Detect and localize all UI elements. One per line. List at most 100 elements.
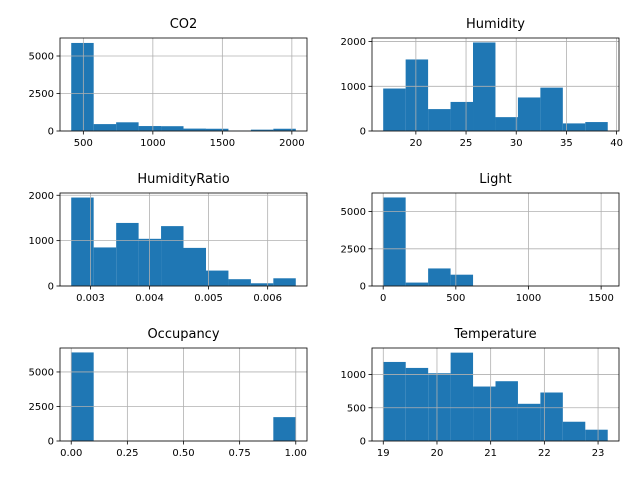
axes-frame — [59, 347, 308, 442]
bar — [383, 361, 406, 441]
axes-frame — [371, 347, 620, 442]
bar — [517, 403, 541, 441]
bar — [428, 373, 451, 441]
bar — [161, 226, 184, 286]
y-tick-label: 0 — [48, 437, 54, 448]
bar — [540, 87, 563, 131]
axes-frame — [371, 192, 620, 287]
bar — [71, 352, 94, 441]
subplot-title: Temperature — [453, 327, 536, 342]
axes-frame — [59, 192, 308, 287]
bar — [495, 117, 518, 131]
x-tick-label: 35 — [560, 138, 573, 149]
x-tick-label: 20 — [409, 138, 422, 149]
x-tick-label: 25 — [460, 138, 473, 149]
x-tick-label: 0.75 — [229, 448, 251, 459]
y-tick-label: 0 — [360, 437, 366, 448]
bar — [495, 381, 518, 441]
bar — [250, 129, 274, 131]
y-tick-label: 1000 — [341, 370, 366, 381]
x-tick-label: 0.25 — [116, 448, 138, 459]
y-tick-label: 0 — [48, 127, 54, 138]
bar — [405, 59, 429, 131]
y-tick-label: 2500 — [341, 244, 366, 255]
x-tick-label: 0.006 — [253, 293, 282, 304]
bar — [405, 282, 429, 286]
y-tick-label: 5000 — [29, 367, 54, 378]
bar — [273, 128, 296, 131]
y-tick-label: 500 — [347, 403, 366, 414]
y-tick-label: 0 — [48, 282, 54, 293]
bar — [383, 88, 406, 131]
x-tick-label: 0.005 — [194, 293, 223, 304]
subplot-title: CO2 — [170, 17, 198, 32]
bar — [517, 97, 541, 131]
bar — [405, 367, 429, 441]
y-tick-label: 2000 — [29, 191, 54, 202]
x-tick-label: 21 — [484, 448, 497, 459]
bar — [585, 429, 608, 441]
bar — [450, 101, 474, 131]
bar — [428, 109, 451, 131]
x-tick-label: 500 — [446, 293, 465, 304]
bar — [540, 392, 563, 441]
subplot-title: HumidityRatio — [137, 172, 229, 187]
bar — [473, 386, 496, 441]
bar — [93, 247, 117, 286]
bar — [250, 283, 274, 286]
x-tick-label: 30 — [510, 138, 523, 149]
bar — [138, 126, 162, 131]
x-tick-label: 22 — [538, 448, 551, 459]
y-tick-label: 5000 — [341, 207, 366, 218]
x-tick-label: 1.00 — [285, 448, 307, 459]
bar — [562, 421, 586, 441]
x-tick-label: 1500 — [588, 293, 613, 304]
bar — [450, 352, 474, 441]
x-tick-label: 0.50 — [172, 448, 194, 459]
bar — [273, 417, 296, 441]
bar — [116, 122, 139, 131]
x-tick-label: 0.003 — [76, 293, 105, 304]
x-tick-label: 1000 — [516, 293, 541, 304]
x-tick-label: 1000 — [140, 138, 165, 149]
y-tick-label: 1000 — [341, 82, 366, 93]
bar — [71, 197, 94, 286]
bar — [93, 124, 117, 131]
bar — [161, 126, 184, 131]
x-tick-label: 23 — [592, 448, 605, 459]
y-tick-label: 2000 — [341, 37, 366, 48]
x-tick-label: 500 — [74, 138, 93, 149]
bar — [428, 268, 451, 286]
bar — [71, 42, 94, 132]
y-tick-label: 2500 — [29, 89, 54, 100]
y-tick-label: 5000 — [29, 52, 54, 63]
subplot-title: Light — [479, 172, 511, 187]
bar — [206, 270, 229, 286]
x-tick-label: 0.004 — [135, 293, 164, 304]
bar — [228, 279, 251, 286]
bar — [450, 274, 474, 286]
x-tick-label: 2000 — [279, 138, 304, 149]
bar — [585, 122, 608, 131]
y-tick-label: 2500 — [29, 402, 54, 413]
bar — [562, 123, 586, 131]
x-tick-label: 40 — [610, 138, 623, 149]
x-tick-label: 0.00 — [60, 448, 82, 459]
bar — [183, 128, 206, 131]
axes-frame — [371, 37, 620, 132]
bar — [116, 222, 139, 286]
bar — [473, 42, 496, 131]
bar — [205, 128, 229, 131]
y-tick-label: 0 — [360, 127, 366, 138]
x-tick-label: 20 — [431, 448, 444, 459]
bar — [183, 247, 207, 286]
x-tick-label: 1500 — [210, 138, 235, 149]
subplot-title: Occupancy — [147, 327, 219, 342]
bar — [383, 197, 406, 286]
y-tick-label: 0 — [360, 282, 366, 293]
y-tick-label: 1000 — [29, 236, 54, 247]
x-tick-label: 0 — [380, 293, 386, 304]
subplot-title: Humidity — [466, 17, 525, 32]
axes-frame — [59, 37, 308, 132]
